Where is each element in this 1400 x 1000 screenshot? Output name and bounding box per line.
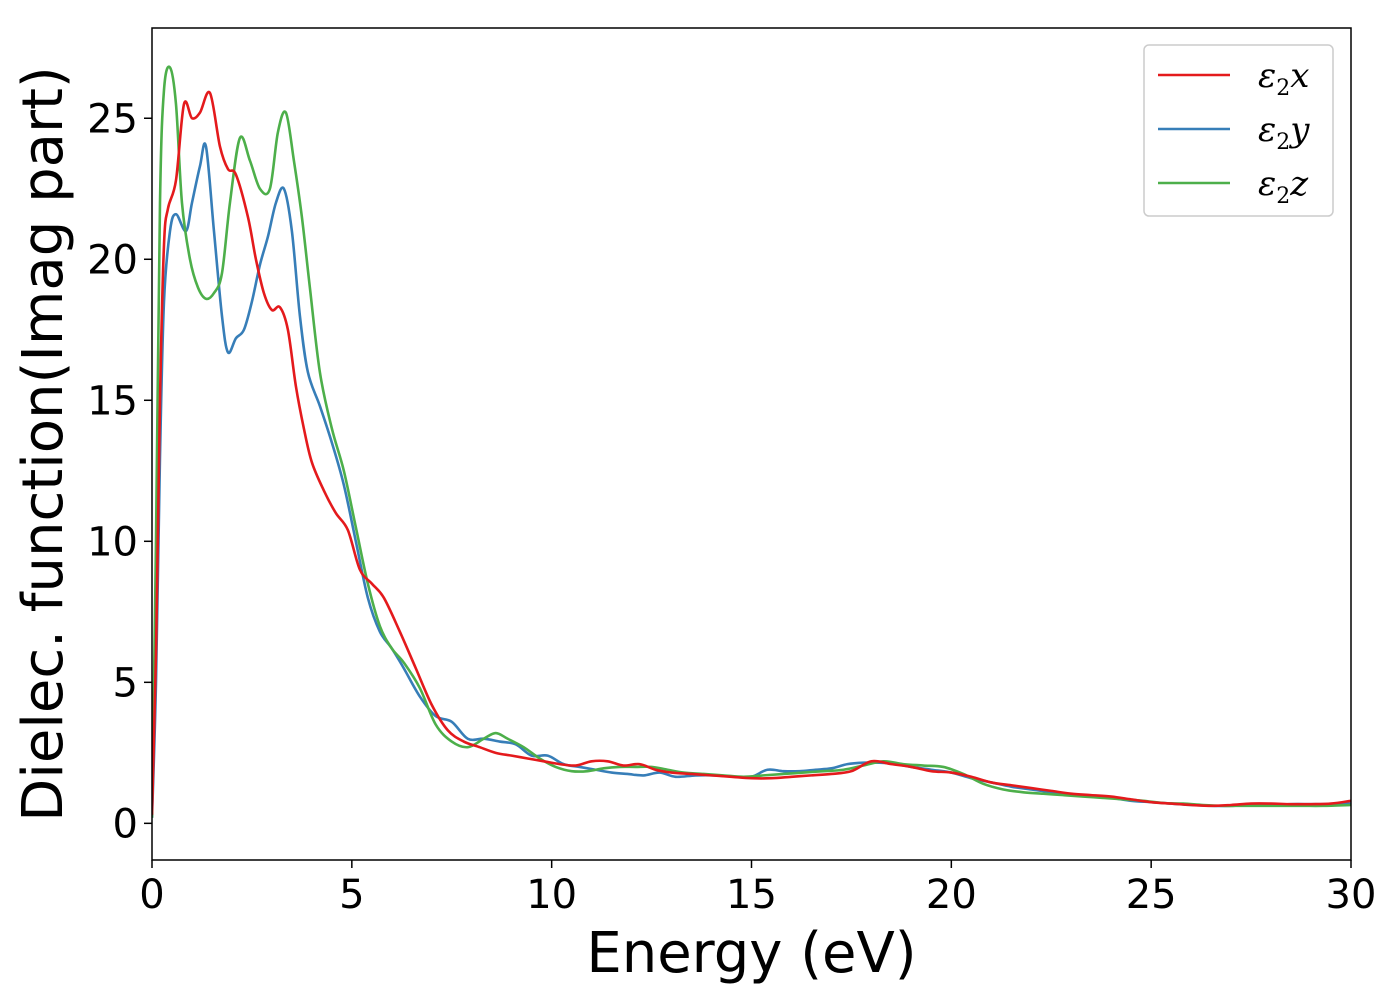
y-tick-label: 15 [87, 378, 138, 424]
x-tick-label: 0 [139, 872, 164, 918]
x-tick-label: 15 [726, 872, 777, 918]
legend: ε2x ε2y ε2z [1143, 44, 1334, 217]
x-tick-label: 10 [526, 872, 577, 918]
x-tick-label: 30 [1326, 872, 1377, 918]
legend-label-z: ε2z [1258, 164, 1309, 209]
x-tick-label: 25 [1126, 872, 1177, 918]
y-tick-label: 5 [113, 660, 138, 706]
y-tick-label: 20 [87, 237, 138, 283]
y-axis-ticks: 0 5 10 15 20 25 [87, 96, 152, 847]
y-axis-title: Dielec. function(Imag part) [11, 66, 76, 822]
plot-lines [152, 65, 1351, 818]
y-tick-label: 10 [87, 519, 138, 565]
x-axis-ticks: 0 5 10 15 20 25 30 [139, 860, 1376, 918]
x-tick-label: 5 [339, 872, 364, 918]
series-line-y [152, 142, 1351, 818]
x-tick-label: 20 [926, 872, 977, 918]
legend-label-y: ε2y [1258, 110, 1310, 155]
legend-label-x: ε2x [1258, 56, 1309, 101]
series-line-x [152, 90, 1351, 815]
y-tick-label: 25 [87, 96, 138, 142]
y-tick-label: 0 [113, 801, 138, 847]
x-axis-title: Energy (eV) [586, 921, 916, 986]
legend-box [1143, 44, 1334, 217]
